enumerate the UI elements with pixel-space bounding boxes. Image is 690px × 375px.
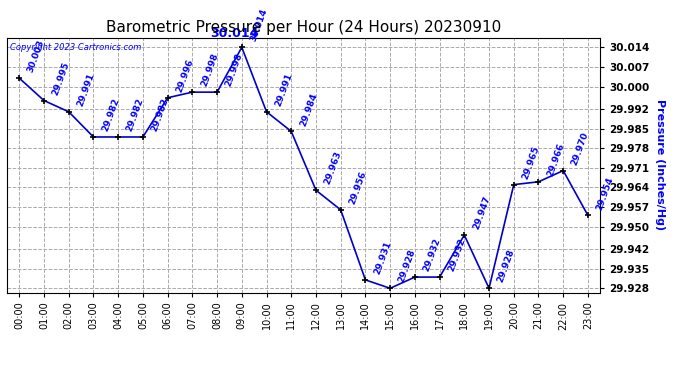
Text: 29.995: 29.995 [51,60,71,96]
Y-axis label: Pressure (Inches/Hg): Pressure (Inches/Hg) [656,99,665,231]
Text: Copyright 2023 Cartronics.com: Copyright 2023 Cartronics.com [10,43,141,52]
Text: 29.928: 29.928 [397,248,417,284]
Text: 29.984: 29.984 [298,91,319,127]
Text: 29.963: 29.963 [323,150,344,186]
Text: 29.954: 29.954 [595,175,615,211]
Text: 30.014: 30.014 [210,27,259,40]
Text: 29.982: 29.982 [100,97,121,133]
Text: 30.003: 30.003 [26,39,46,74]
Text: 29.931: 29.931 [373,240,393,276]
Text: 29.991: 29.991 [273,72,294,108]
Text: 29.998: 29.998 [224,52,244,88]
Text: 29.966: 29.966 [545,142,566,178]
Text: 29.982: 29.982 [150,97,170,133]
Text: 30.014: 30.014 [248,8,269,43]
Text: 29.947: 29.947 [471,195,492,231]
Text: 29.991: 29.991 [76,72,96,108]
Title: Barometric Pressure per Hour (24 Hours) 20230910: Barometric Pressure per Hour (24 Hours) … [106,20,501,35]
Text: 29.982: 29.982 [125,97,146,133]
Text: 29.996: 29.996 [175,58,195,94]
Text: 29.928: 29.928 [496,248,516,284]
Text: 29.932: 29.932 [446,237,467,273]
Text: 29.965: 29.965 [521,145,541,180]
Text: 29.998: 29.998 [199,52,219,88]
Text: 29.970: 29.970 [570,130,591,166]
Text: 29.956: 29.956 [348,170,368,206]
Text: 29.932: 29.932 [422,237,442,273]
